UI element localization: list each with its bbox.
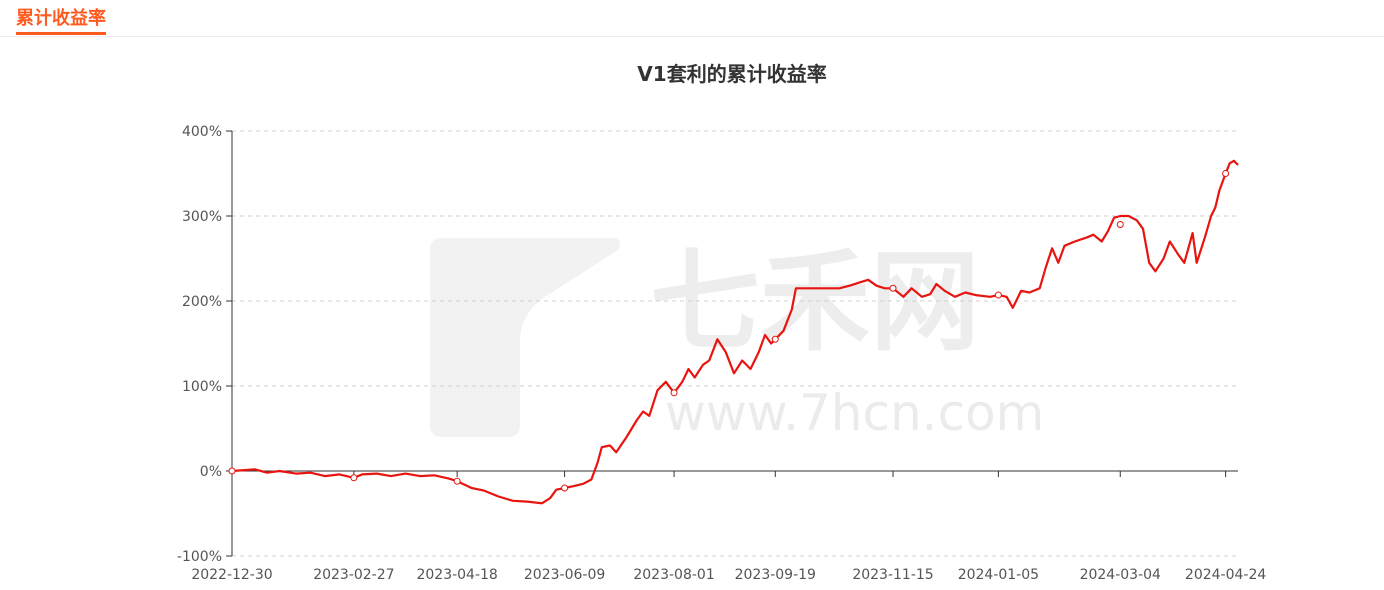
data-point[interactable] bbox=[771, 335, 779, 343]
watermark: 七禾网 www.7hcn.com bbox=[430, 238, 1044, 442]
y-tick-label: 0% bbox=[200, 464, 222, 480]
marker-layer bbox=[228, 170, 1230, 492]
x-tick-label: 2023-09-19 bbox=[735, 567, 816, 583]
data-point[interactable] bbox=[889, 284, 897, 292]
watermark-text-cn: 七禾网 bbox=[650, 238, 980, 366]
header-bar: 累计收益率 bbox=[0, 0, 1384, 37]
y-tick-label: -100% bbox=[177, 549, 222, 565]
x-tick-label: 2024-04-24 bbox=[1185, 567, 1266, 583]
data-point[interactable] bbox=[1222, 170, 1230, 177]
data-point[interactable] bbox=[228, 467, 236, 475]
x-tick-label: 2022-12-30 bbox=[191, 567, 272, 583]
watermark-logo bbox=[430, 238, 620, 437]
series-line bbox=[231, 159, 1239, 505]
x-tick-label: 2024-03-04 bbox=[1080, 567, 1161, 583]
x-tick-label: 2023-02-27 bbox=[313, 567, 394, 583]
x-tick-label: 2023-08-01 bbox=[633, 567, 714, 583]
x-tick-label: 2023-06-09 bbox=[524, 567, 605, 583]
y-tick-label: 300% bbox=[182, 209, 222, 225]
x-axis: 2022-12-30 2023-02-27 2023-04-18 2023-06-09… bbox=[191, 470, 1266, 583]
x-tick-label: 2023-11-15 bbox=[852, 567, 933, 583]
y-tick-label: 100% bbox=[182, 379, 222, 395]
x-tick-label: 2023-04-18 bbox=[416, 567, 497, 583]
watermark-text-url: www.7hcn.com bbox=[665, 384, 1044, 442]
series-layer bbox=[231, 159, 1239, 505]
data-point[interactable] bbox=[561, 484, 569, 492]
tab-cumulative-return[interactable]: 累计收益率 bbox=[16, 9, 106, 35]
data-point[interactable] bbox=[994, 291, 1002, 299]
data-point[interactable] bbox=[670, 389, 678, 397]
x-tick-label: 2024-01-05 bbox=[958, 567, 1039, 583]
data-point[interactable] bbox=[453, 477, 461, 485]
chart-title: V1套利的累计收益率 bbox=[637, 62, 827, 86]
y-axis: -100% 0% 100% 200% 300% 400% bbox=[177, 124, 233, 565]
data-point[interactable] bbox=[350, 474, 358, 482]
y-tick-label: 200% bbox=[182, 294, 222, 310]
data-point[interactable] bbox=[1116, 221, 1124, 228]
y-tick-label: 400% bbox=[182, 124, 222, 140]
